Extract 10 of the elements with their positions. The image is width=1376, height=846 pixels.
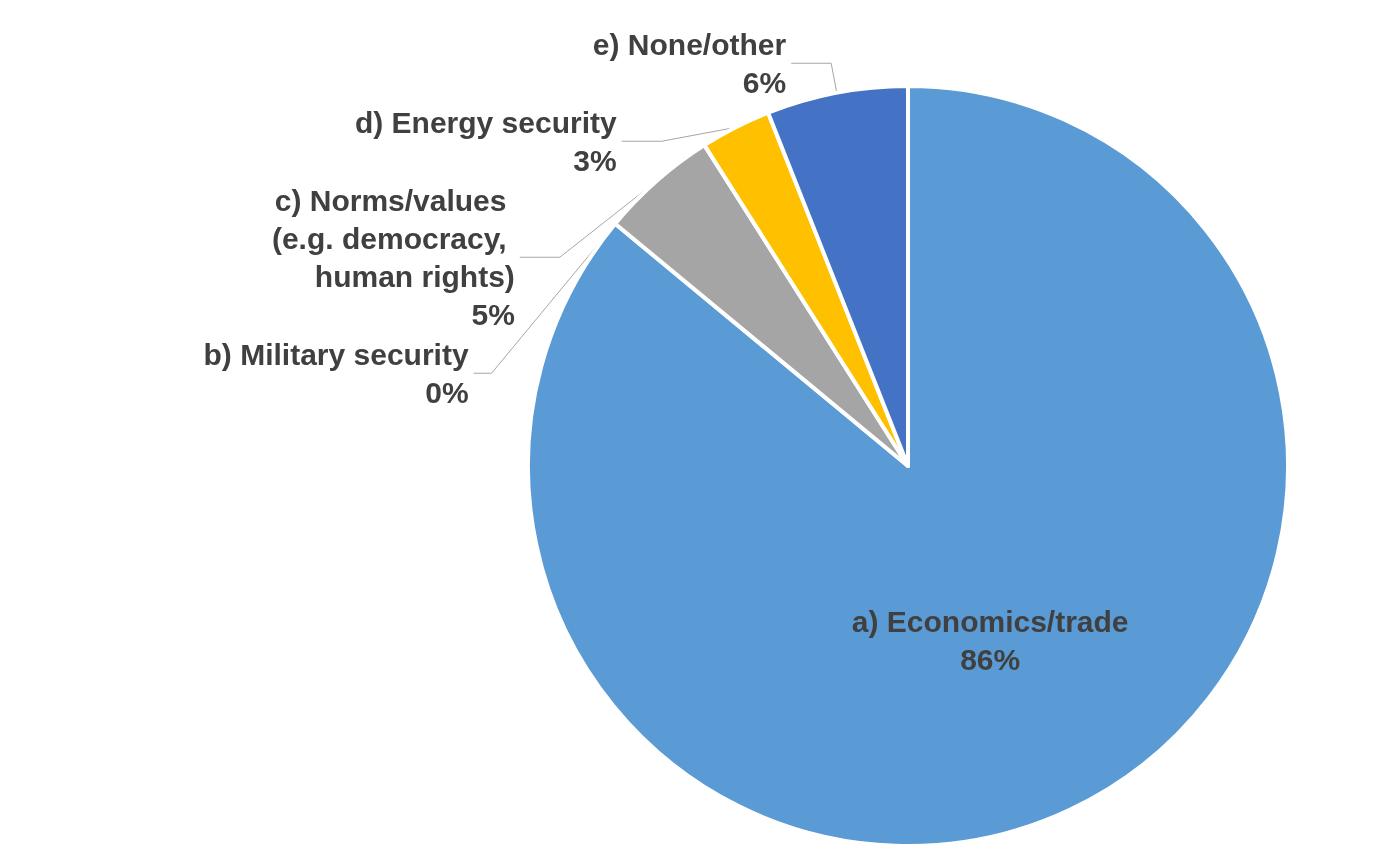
category-label: b) Military security — [203, 337, 469, 371]
data-label: 5% — [471, 297, 515, 331]
slice-label: a) Economics/trade — [851, 605, 1129, 639]
slice-label: c) Norms/values (e.g. democracy, human rights) — [271, 183, 515, 293]
slice-label: e) None/other — [592, 27, 787, 61]
data-label: 6% — [742, 65, 787, 99]
data-label: 3% — [573, 143, 617, 177]
slice-label: d) Energy security — [354, 105, 617, 139]
data-label: 86% — [960, 643, 1021, 677]
text: 0% — [425, 375, 469, 409]
